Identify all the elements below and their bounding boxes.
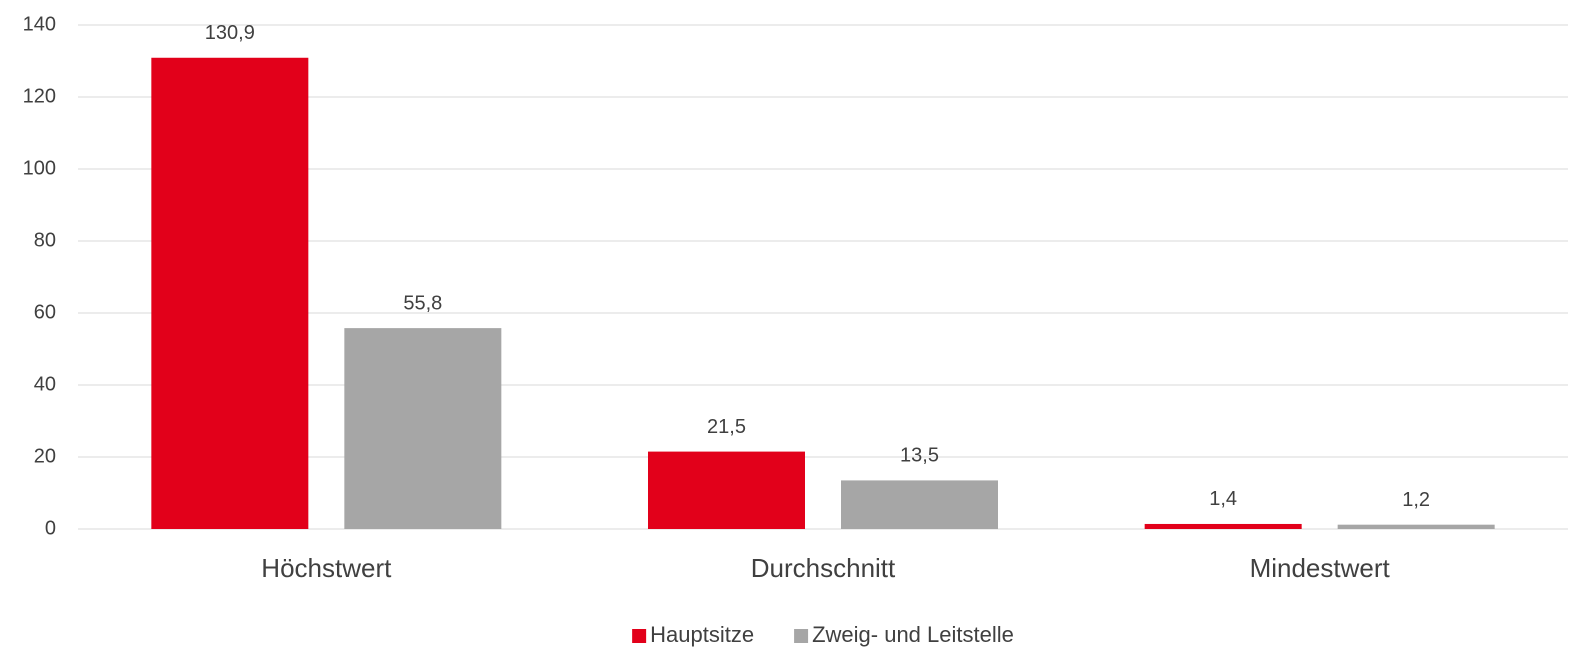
value-label: 130,9 <box>205 22 255 44</box>
x-tick-label: Durchschnitt <box>751 553 896 583</box>
legend: Hauptsitze Zweig- und Leitstelle <box>632 622 1014 647</box>
legend-swatch <box>794 629 809 643</box>
y-tick-label: 120 <box>23 85 56 107</box>
y-tick-label: 20 <box>34 445 56 467</box>
value-label: 55,8 <box>403 292 442 314</box>
y-tick-label: 0 <box>45 517 56 539</box>
bar <box>1337 524 1495 529</box>
legend-label: Hauptsitze <box>650 622 754 647</box>
legend-label: Zweig- und Leitstelle <box>812 622 1014 647</box>
y-tick-label: 80 <box>34 229 56 251</box>
y-tick-label: 100 <box>23 157 56 179</box>
bar <box>648 451 805 529</box>
value-label: 13,5 <box>900 445 939 467</box>
x-tick-label: Mindestwert <box>1250 553 1391 583</box>
bar <box>151 57 309 529</box>
bar <box>344 328 502 529</box>
value-label: 21,5 <box>707 416 746 438</box>
y-tick-label: 40 <box>34 373 56 395</box>
y-tick-label: 140 <box>23 13 56 35</box>
x-tick-label: Höchstwert <box>261 553 392 583</box>
bar <box>1144 523 1302 529</box>
y-tick-label: 60 <box>34 301 56 323</box>
legend-swatch <box>632 629 647 643</box>
bar <box>841 480 998 529</box>
value-label: 1,4 <box>1209 488 1237 510</box>
value-label: 1,2 <box>1402 489 1430 511</box>
